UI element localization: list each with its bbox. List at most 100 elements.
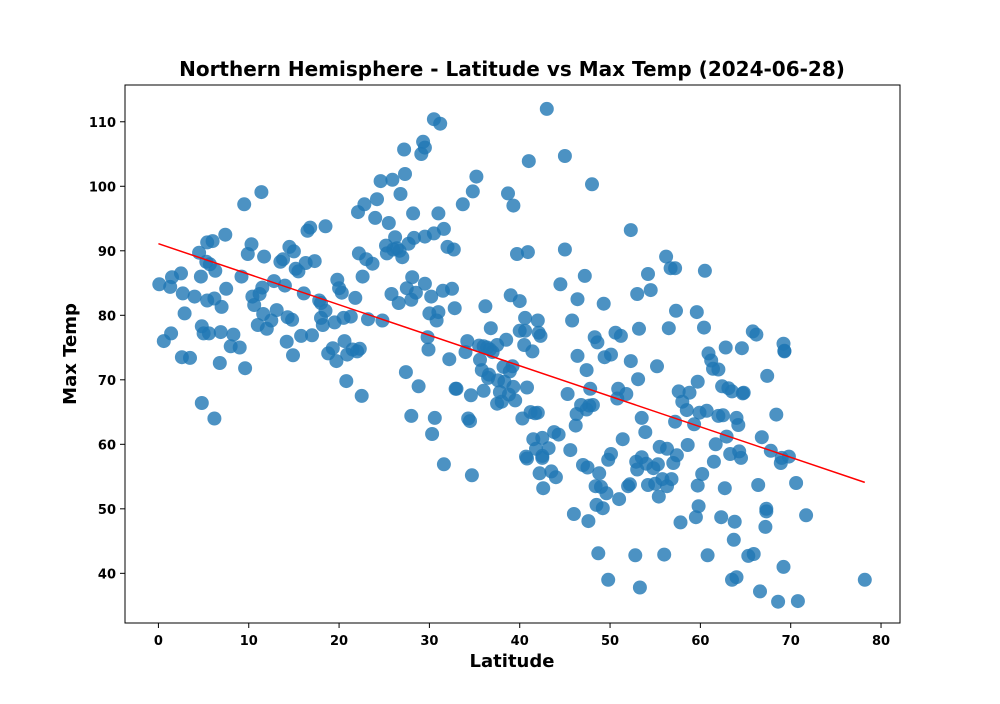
data-point	[393, 187, 408, 201]
data-point	[657, 547, 672, 562]
data-point	[599, 486, 614, 501]
data-point	[628, 548, 643, 563]
data-point	[315, 318, 330, 332]
data-point	[226, 327, 241, 342]
data-point	[632, 580, 647, 595]
data-point	[643, 283, 658, 298]
data-point	[303, 220, 318, 235]
data-point	[535, 430, 550, 445]
data-point	[706, 454, 721, 469]
x-tick-label: 80	[872, 634, 890, 649]
data-point	[601, 572, 616, 587]
data-point	[447, 301, 462, 316]
data-point	[411, 379, 426, 394]
data-point	[641, 267, 655, 281]
data-point	[460, 334, 475, 349]
data-point	[596, 296, 611, 311]
data-point	[398, 167, 412, 181]
data-point	[769, 407, 784, 422]
data-point	[776, 559, 791, 574]
data-point	[433, 116, 448, 131]
data-point	[255, 280, 270, 295]
data-point	[208, 263, 223, 278]
data-point	[352, 341, 367, 356]
x-tick-label: 10	[240, 634, 258, 649]
data-point	[612, 492, 627, 507]
x-tick-label: 20	[330, 634, 348, 649]
data-point	[689, 305, 704, 320]
data-point	[463, 388, 478, 403]
data-point	[506, 379, 521, 394]
data-point	[334, 285, 349, 300]
data-point	[734, 450, 748, 465]
data-point	[541, 441, 556, 456]
data-point	[758, 519, 773, 534]
data-point	[570, 292, 585, 307]
x-tick-label: 0	[154, 634, 163, 649]
data-point	[407, 230, 421, 245]
data-point	[294, 328, 309, 343]
y-tick-label: 60	[98, 438, 116, 453]
data-point	[746, 547, 761, 561]
data-point	[194, 396, 209, 410]
data-point	[276, 252, 291, 267]
data-point	[668, 414, 683, 429]
data-point	[368, 210, 383, 225]
data-point	[585, 177, 599, 192]
data-point	[699, 403, 714, 418]
x-axis-ticks: 0 10 20 30 40 50 60 70 80	[154, 623, 890, 649]
data-point	[329, 354, 344, 369]
data-point	[417, 140, 432, 155]
data-point	[708, 437, 723, 452]
data-point	[592, 466, 607, 481]
data-point	[566, 507, 581, 521]
data-point	[759, 504, 774, 519]
data-point	[445, 281, 459, 296]
x-tick-label: 70	[782, 634, 800, 649]
data-point	[560, 387, 575, 401]
data-point	[325, 341, 340, 356]
data-point	[174, 266, 188, 281]
data-point	[473, 352, 487, 367]
data-point	[207, 411, 222, 426]
data-point	[553, 277, 568, 292]
y-tick-label: 110	[89, 116, 116, 131]
plot-frame	[124, 84, 901, 624]
data-point	[695, 467, 710, 481]
y-tick-label: 80	[98, 309, 116, 324]
data-point	[365, 256, 380, 271]
data-point	[714, 510, 729, 525]
y-tick-label: 90	[98, 245, 116, 260]
data-point	[370, 192, 384, 207]
data-point	[568, 418, 583, 433]
data-point	[591, 546, 606, 561]
data-point	[357, 197, 372, 212]
data-point	[408, 285, 423, 300]
data-point	[530, 405, 545, 420]
data-point	[465, 184, 480, 199]
data-point	[719, 429, 734, 444]
plot-area	[125, 85, 900, 623]
data-point	[577, 268, 592, 283]
data-point	[397, 142, 412, 157]
data-point	[463, 414, 477, 429]
data-point	[697, 320, 711, 335]
data-point	[478, 299, 493, 314]
x-tick-label: 60	[691, 634, 709, 649]
y-tick-label: 70	[98, 374, 116, 389]
data-point	[615, 432, 630, 447]
data-point	[214, 299, 229, 314]
y-axis-ticks: 40 50 60 70 80 90 100 110	[89, 116, 125, 582]
data-point	[536, 481, 551, 496]
data-point	[520, 380, 534, 395]
data-point	[373, 174, 388, 189]
data-points	[152, 101, 872, 609]
data-point	[700, 548, 715, 563]
data-point	[318, 303, 333, 318]
data-point	[257, 249, 272, 264]
data-point	[175, 286, 190, 301]
data-point	[348, 290, 363, 305]
data-point	[650, 359, 664, 374]
data-point	[736, 385, 751, 400]
